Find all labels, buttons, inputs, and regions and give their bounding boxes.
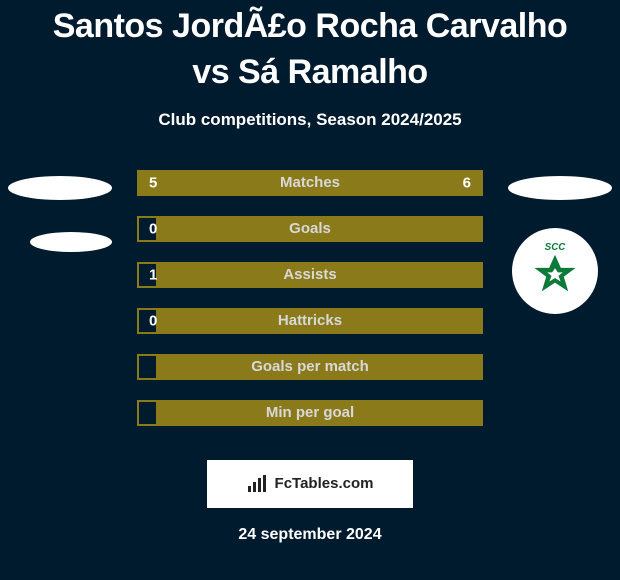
stat-value-right: 6	[463, 174, 471, 191]
stat-fill-left	[139, 172, 293, 194]
stat-row: Goals 0	[137, 216, 483, 242]
stat-label: Min per goal	[266, 404, 354, 421]
stat-label: Goals per match	[251, 358, 369, 375]
stat-value-left: 5	[149, 174, 157, 191]
main-container: Santos JordÃ£o Rocha Carvalho vs Sá Rama…	[0, 0, 620, 544]
stat-label: Goals	[289, 220, 331, 237]
stat-label: Matches	[280, 174, 340, 191]
stat-row: Min per goal	[137, 400, 483, 426]
stat-label: Assists	[283, 266, 336, 283]
stat-row: Matches 5 6	[137, 170, 483, 196]
chart-icon	[247, 475, 269, 493]
stat-value-left: 0	[149, 220, 157, 237]
stat-label: Hattricks	[278, 312, 342, 329]
stats-area: Matches 5 6 Goals 0 Assists 1 Hattricks 0 Goals p…	[0, 170, 620, 446]
page-subtitle: Club competitions, Season 2024/2025	[158, 110, 461, 130]
attribution-box: FcTables.com	[207, 460, 413, 508]
stat-value-left: 1	[149, 266, 157, 283]
footer-date: 24 september 2024	[238, 526, 381, 544]
stat-value-left: 0	[149, 312, 157, 329]
page-title: Santos JordÃ£o Rocha Carvalho vs Sá Rama…	[0, 4, 620, 96]
stat-row: Goals per match	[137, 354, 483, 380]
stat-row: Assists 1	[137, 262, 483, 288]
attribution-text: FcTables.com	[275, 475, 374, 492]
stat-row: Hattricks 0	[137, 308, 483, 334]
